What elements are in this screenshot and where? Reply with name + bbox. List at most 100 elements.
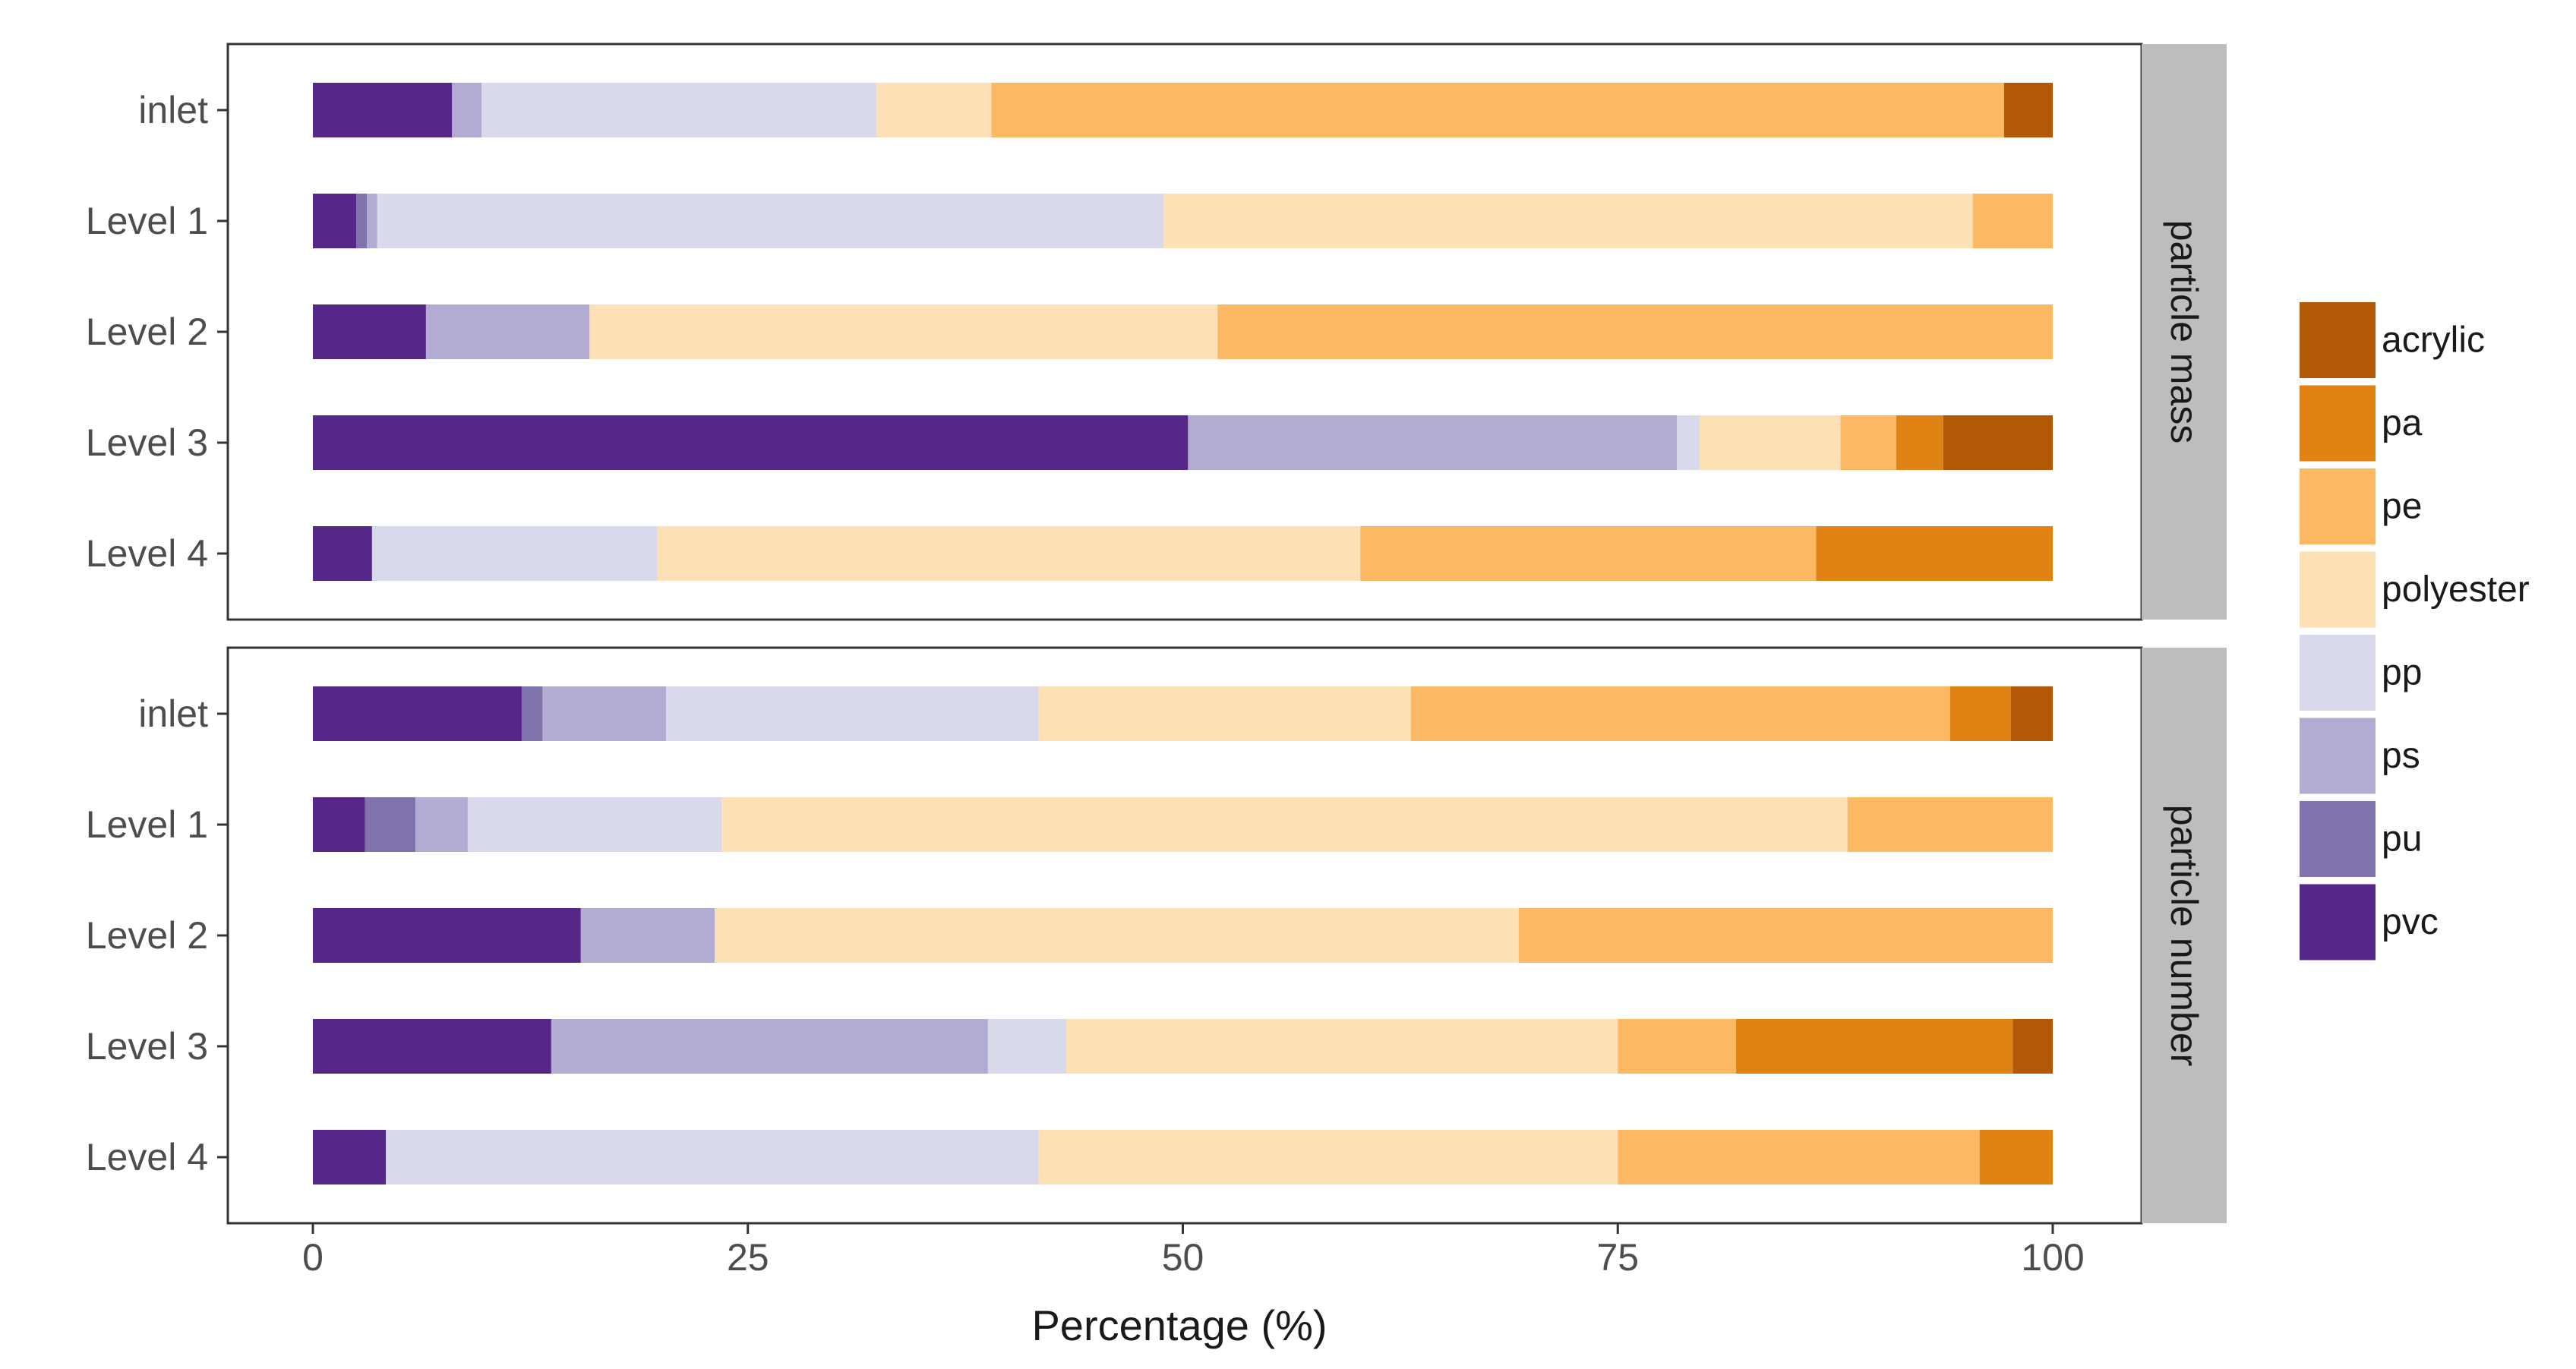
bar-segment-pvc-level-2 xyxy=(313,304,426,359)
legend-key-pp xyxy=(2300,635,2376,711)
bar-segment-pvc-level-4 xyxy=(313,1130,387,1184)
legend-label-acrylic: acrylic xyxy=(2382,320,2485,361)
x-tick-label: 100 xyxy=(2021,1236,2084,1279)
bar-segment-pe-level-3 xyxy=(1618,1019,1737,1074)
bar-segment-polyester-level-4 xyxy=(1038,1130,1618,1184)
bar-segment-pp-level-3 xyxy=(987,1019,1067,1074)
bar-segment-polyester-level-1 xyxy=(721,797,1848,852)
bar-segment-acrylic-inlet xyxy=(2003,83,2053,137)
bar-segment-pe-level-4 xyxy=(1360,526,1817,581)
legend-label-ps: ps xyxy=(2382,736,2420,776)
bar-segment-pvc-level-1 xyxy=(313,797,365,852)
bar-segment-pu-inlet xyxy=(521,686,543,741)
bar-segment-ps-inlet xyxy=(452,83,482,137)
bar-segment-pe-level-4 xyxy=(1618,1130,1980,1184)
bar-segment-pp-level-4 xyxy=(386,1130,1039,1184)
y-tick-label: Level 1 xyxy=(86,200,208,242)
y-tick-label: Level 2 xyxy=(86,311,208,353)
bar-segment-pa-inlet xyxy=(1949,686,2012,741)
bar-segment-pe-level-1 xyxy=(1972,194,2053,248)
bar-segment-ps-level-1 xyxy=(367,194,377,248)
bar-segment-pp-level-1 xyxy=(467,797,722,852)
legend: acrylic pa pe polyester pp ps pu pvc xyxy=(2300,302,2530,961)
bar-segment-pu-level-1 xyxy=(356,194,368,248)
bar-segment-ps-inlet xyxy=(542,686,667,741)
x-axis: 0 25 50 75 100 xyxy=(302,1223,2085,1279)
bar-segment-pvc-level-3 xyxy=(313,1019,551,1074)
x-tick-label: 75 xyxy=(1596,1236,1639,1279)
bar-segment-pu-level-1 xyxy=(365,797,416,852)
bar-segment-pp-inlet xyxy=(666,686,1039,741)
bar-segment-pa-level-4 xyxy=(1816,526,2053,581)
bar-segment-pe-level-1 xyxy=(1847,797,2053,852)
bar-segment-pa-level-4 xyxy=(1979,1130,2053,1184)
bar-segment-pe-level-2 xyxy=(1518,908,2053,963)
legend-label-pvc: pvc xyxy=(2382,902,2439,942)
y-tick-label: Level 3 xyxy=(86,421,208,464)
bar-segment-polyester-inlet xyxy=(1038,686,1411,741)
legend-label-pp: pp xyxy=(2382,653,2422,693)
strip-label: particle mass xyxy=(2163,220,2205,444)
panel-particle-number: particle number inlet Level 1 Level 2 Level … xyxy=(86,646,2227,1225)
strip-label: particle number xyxy=(2163,805,2205,1067)
legend-key-pvc xyxy=(2300,884,2376,961)
x-tick-label: 0 xyxy=(302,1236,324,1279)
legend-label-polyester: polyester xyxy=(2382,569,2530,610)
bar-segment-pvc-level-1 xyxy=(313,194,357,248)
legend-key-pe xyxy=(2300,468,2376,544)
bar-segment-pvc-level-4 xyxy=(313,526,372,581)
bar-segment-polyester-level-2 xyxy=(589,304,1218,359)
legend-key-pu xyxy=(2300,801,2376,877)
bar-segment-ps-level-3 xyxy=(551,1019,988,1074)
y-tick-label: Level 4 xyxy=(86,532,208,575)
bar-segment-pe-level-3 xyxy=(1840,415,1896,470)
bar-segment-ps-level-2 xyxy=(580,908,715,963)
bar-segment-pp-level-4 xyxy=(371,526,658,581)
bar-segment-acrylic-level-3 xyxy=(1943,415,2053,470)
bar-segment-pe-inlet xyxy=(1410,686,1950,741)
legend-key-polyester xyxy=(2300,551,2376,628)
bar-segment-pe-inlet xyxy=(991,83,2004,137)
bar-segment-pp-level-1 xyxy=(377,194,1164,248)
bar-segment-acrylic-inlet xyxy=(2011,686,2053,741)
legend-key-pa xyxy=(2300,385,2376,462)
legend-label-pe: pe xyxy=(2382,487,2422,527)
bar-segment-polyester-level-1 xyxy=(1163,194,1973,248)
bar-segment-ps-level-1 xyxy=(415,797,468,852)
x-axis-title: Percentage (%) xyxy=(1031,1301,1327,1349)
bar-segment-pp-level-3 xyxy=(1677,415,1700,470)
y-tick-label: Level 2 xyxy=(86,914,208,957)
y-tick-label: Level 4 xyxy=(86,1136,208,1178)
y-tick-label: Level 3 xyxy=(86,1025,208,1068)
legend-key-acrylic xyxy=(2300,302,2376,378)
panels-layer: particle mass inlet Level 1 Level 2 Level 3 L… xyxy=(86,43,2227,1225)
bar-segment-polyester-level-3 xyxy=(1066,1019,1618,1074)
legend-label-pa: pa xyxy=(2382,403,2423,443)
legend-label-pu: pu xyxy=(2382,819,2422,860)
bar-segment-ps-level-2 xyxy=(425,304,590,359)
y-tick-label: inlet xyxy=(138,692,208,735)
legend-key-ps xyxy=(2300,718,2376,794)
bar-segment-polyester-level-2 xyxy=(715,908,1519,963)
bar-segment-polyester-inlet xyxy=(876,83,992,137)
bar-segment-polyester-level-4 xyxy=(657,526,1361,581)
strip-background xyxy=(2142,648,2227,1223)
bar-segment-pe-level-2 xyxy=(1217,304,2053,359)
x-tick-label: 25 xyxy=(727,1236,769,1279)
bar-segment-ps-level-3 xyxy=(1188,415,1678,470)
bar-segment-acrylic-level-3 xyxy=(2012,1019,2053,1074)
bar-segment-polyester-level-3 xyxy=(1699,415,1841,470)
y-tick-label: inlet xyxy=(138,89,208,131)
strip-background xyxy=(2142,44,2227,620)
panel-particle-mass: particle mass inlet Level 1 Level 2 Level 3 L… xyxy=(86,43,2227,621)
bar-segment-pp-inlet xyxy=(481,83,877,137)
bar-segment-pvc-inlet xyxy=(313,686,522,741)
bar-segment-pvc-level-3 xyxy=(313,415,1189,470)
bar-segment-pvc-inlet xyxy=(313,83,453,137)
bar-segment-pvc-level-2 xyxy=(313,908,581,963)
bar-segment-pa-level-3 xyxy=(1896,415,1943,470)
x-tick-label: 50 xyxy=(1162,1236,1204,1279)
bar-segment-pa-level-3 xyxy=(1736,1019,2013,1074)
y-tick-label: Level 1 xyxy=(86,803,208,846)
